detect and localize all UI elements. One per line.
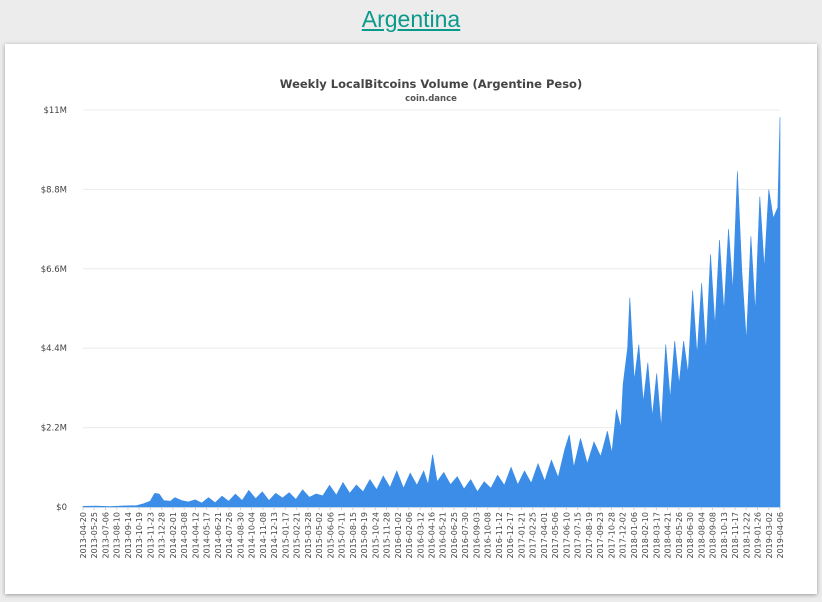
x-tick-label: 2015-09-19	[360, 512, 369, 559]
x-tick-label: 2014-02-01	[169, 512, 178, 559]
x-tick-label: 2018-11-17	[731, 512, 740, 559]
x-tick-label: 2018-03-17	[652, 512, 661, 559]
x-tick-label: 2013-10-19	[135, 512, 144, 559]
x-tick-label: 2016-10-08	[484, 512, 493, 559]
x-tick-label: 2017-07-15	[574, 512, 583, 559]
y-axis: $0 $2.2M $4.4M $6.6M $8.8M $11M	[41, 106, 67, 513]
x-tick-label: 2018-05-26	[675, 512, 684, 559]
x-tick-label: 2014-07-26	[225, 512, 234, 559]
x-tick-label: 2014-12-13	[270, 512, 279, 559]
chart-subtitle: coin.dance	[405, 94, 457, 104]
x-tick-label: 2014-05-17	[203, 512, 212, 559]
x-tick-label: 2018-08-04	[697, 512, 706, 559]
x-tick-label: 2017-10-28	[607, 512, 616, 559]
x-tick-label: 2014-11-08	[259, 512, 268, 559]
x-tick-label: 2015-01-17	[281, 512, 290, 559]
x-tick-label: 2017-09-23	[596, 512, 605, 559]
x-tick-label: 2016-01-02	[394, 512, 403, 559]
x-tick-label: 2017-04-01	[540, 512, 549, 559]
y-tick-label: $2.2M	[41, 424, 67, 434]
x-tick-label: 2018-06-30	[686, 512, 695, 559]
y-tick-label: $4.4M	[41, 344, 67, 354]
x-tick-label: 2017-08-19	[585, 512, 594, 559]
x-tick-label: 2015-06-06	[326, 512, 335, 559]
chart-svg: Weekly LocalBitcoins Volume (Argentine P…	[41, 77, 785, 559]
x-tick-label: 2018-04-21	[664, 512, 673, 559]
chart-title: Weekly LocalBitcoins Volume (Argentine P…	[280, 77, 582, 91]
y-tick-label: $6.6M	[41, 265, 67, 275]
x-tick-label: 2014-10-04	[248, 512, 257, 559]
x-tick-label: 2019-03-02	[765, 512, 774, 559]
x-tick-label: 2016-09-03	[473, 512, 482, 559]
x-tick-label: 2019-04-06	[776, 512, 785, 559]
x-tick-label: 2014-03-08	[180, 512, 189, 559]
x-tick-label: 2017-12-02	[619, 512, 628, 559]
x-tick-label: 2015-07-11	[338, 512, 347, 559]
y-tick-label: $11M	[43, 106, 67, 116]
y-tick-label: $8.8M	[41, 185, 67, 195]
chart-card: Weekly LocalBitcoins Volume (Argentine P…	[5, 44, 817, 594]
x-tick-label: 2018-01-06	[630, 512, 639, 559]
x-tick-label: 2014-06-21	[214, 512, 223, 559]
x-tick-label: 2016-12-17	[506, 512, 515, 559]
x-tick-label: 2015-08-15	[349, 512, 358, 559]
x-tick-label: 2018-02-10	[641, 512, 650, 559]
x-tick-label: 2015-02-21	[293, 512, 302, 559]
x-tick-label: 2013-05-25	[90, 512, 99, 559]
x-axis: 2013-04-20 2013-05-25 2013-07-06 2013-08-10…	[79, 507, 785, 559]
x-tick-label: 2016-07-30	[461, 512, 470, 559]
x-tick-label: 2013-09-14	[124, 512, 133, 559]
y-tick-label: $0	[56, 503, 67, 513]
x-tick-label: 2013-07-06	[102, 512, 111, 559]
x-tick-label: 2014-08-30	[236, 512, 245, 559]
volume-area-series	[82, 117, 781, 508]
x-tick-label: 2018-09-08	[709, 512, 718, 559]
x-tick-label: 2013-04-20	[79, 512, 88, 559]
x-tick-label: 2017-02-25	[529, 512, 538, 559]
x-tick-label: 2017-01-21	[517, 512, 526, 559]
x-tick-label: 2016-06-25	[450, 512, 459, 559]
x-tick-label: 2013-11-23	[147, 512, 156, 559]
x-tick-label: 2017-06-10	[562, 512, 571, 559]
x-tick-label: 2016-11-12	[495, 512, 504, 559]
x-tick-label: 2013-12-28	[158, 512, 167, 559]
x-tick-label: 2019-01-26	[754, 512, 763, 559]
x-tick-label: 2015-05-02	[315, 512, 324, 559]
x-tick-label: 2013-08-10	[113, 512, 122, 559]
x-tick-label: 2015-03-28	[304, 512, 313, 559]
x-tick-label: 2014-04-12	[191, 512, 200, 559]
x-tick-label: 2016-05-21	[439, 512, 448, 559]
x-tick-label: 2018-10-13	[720, 512, 729, 559]
country-link[interactable]: Argentina	[361, 6, 461, 32]
x-tick-label: 2015-10-24	[371, 512, 380, 559]
x-tick-label: 2016-03-12	[416, 512, 425, 559]
x-tick-label: 2017-05-06	[551, 512, 560, 559]
x-tick-label: 2018-12-22	[742, 512, 751, 559]
x-tick-label: 2016-02-06	[405, 512, 414, 559]
x-tick-label: 2015-11-28	[383, 512, 392, 559]
x-tick-label: 2016-04-16	[428, 512, 437, 559]
